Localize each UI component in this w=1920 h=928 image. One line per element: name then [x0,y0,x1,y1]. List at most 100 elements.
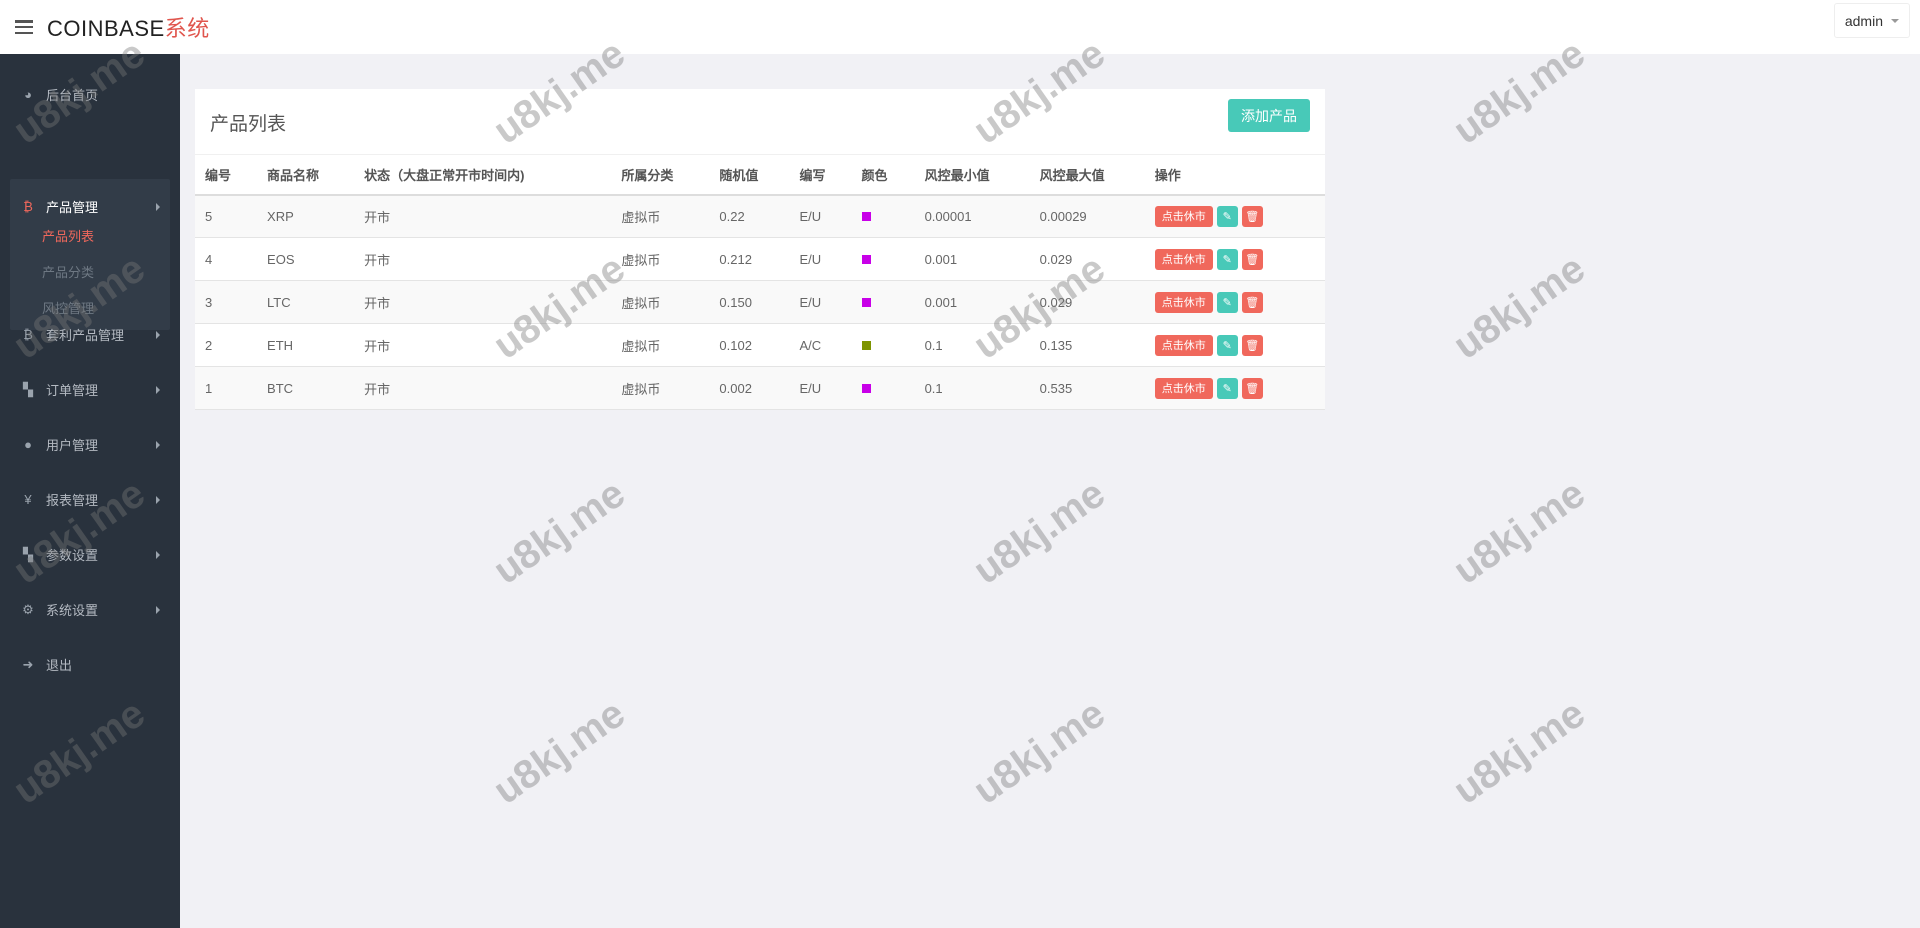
chevron-right-icon [156,385,160,394]
cell-actions: 点击休市 ✎ 🗑 [1144,280,1325,324]
column-header: 颜色 [851,154,915,196]
cell-status: 开市 [354,194,612,238]
sidebar-subitem[interactable]: 产品分类 [42,265,95,280]
nav-label: 参数设置 [46,548,99,563]
menu-toggle-icon[interactable] [15,20,33,34]
pencil-icon: ✎ [1222,382,1232,395]
cell-category: 虚拟币 [611,237,710,281]
cell-name: ETH [257,323,355,367]
table-row: 1 BTC 开市 虚拟币 0.002 E/U 0.1 0.535 点击休市 ✎ 🗑 [195,366,1325,410]
sidebar-item-product-management[interactable]: ₿ 产品管理 [0,179,180,234]
delete-button[interactable]: 🗑 [1241,205,1263,227]
cell-random: 0.150 [709,280,790,324]
table-row: 3 LTC 开市 虚拟币 0.150 E/U 0.001 0.029 点击休市 ✎ 🗑 [195,280,1325,324]
cell-name: LTC [257,280,355,324]
column-header: 随机值 [709,154,790,196]
cell-id: 5 [195,194,258,238]
cogs-icon: ⚙ [22,601,34,617]
sign-out-icon: ➜ [22,656,34,672]
watermark: u8kj.me [1445,471,1593,593]
close-market-button[interactable]: 点击休市 [1154,205,1213,227]
user-name: admin [1844,12,1883,29]
sidebar-item[interactable]: ◕ 后台首页 [0,67,180,122]
cell-color [851,280,915,324]
close-market-button[interactable]: 点击休市 [1154,334,1213,356]
cell-name: EOS [257,237,355,281]
close-market-button[interactable]: 点击休市 [1154,291,1213,313]
sidebar-item[interactable]: ▚ 订单管理 [0,362,180,417]
cell-color [851,194,915,238]
chevron-right-icon [156,550,160,559]
edit-button[interactable]: ✎ [1216,291,1238,313]
sidebar-item[interactable]: ● 用户管理 [0,417,180,472]
copy-icon: ▚ [23,381,33,397]
nav-label: 套利产品管理 [46,328,125,343]
cell-status: 开市 [354,237,612,281]
cell-actions: 点击休市 ✎ 🗑 [1144,194,1325,238]
delete-button[interactable]: 🗑 [1241,248,1263,270]
product-table: 编号 商品名称 状态（大盘正常开市时间内) 所属分类 随机值 编写 颜色 风控最小值 风控最大值… [195,154,1325,410]
cell-id: 3 [195,280,258,324]
pencil-icon: ✎ [1222,296,1232,309]
column-header: 状态（大盘正常开市时间内) [354,154,612,196]
nav-label: 用户管理 [46,438,99,453]
close-market-button[interactable]: 点击休市 [1154,248,1213,270]
column-header: 风控最小值 [914,154,1030,196]
edit-button[interactable]: ✎ [1216,205,1238,227]
watermark: u8kj.me [1445,246,1593,368]
sidebar-item[interactable]: ₿ 套利产品管理 [0,307,180,362]
nav-label: 后台首页 [46,88,99,103]
cell-status: 开市 [354,280,612,324]
trash-icon: 🗑 [1245,296,1260,309]
cell-min: 0.1 [914,323,1030,367]
nav-label: 订单管理 [46,383,99,398]
cell-color [851,366,915,410]
cell-code: A/C [789,323,852,367]
cell-random: 0.002 [709,366,790,410]
cell-code: E/U [789,237,852,281]
watermark: u8kj.me [1445,691,1593,813]
trash-icon: 🗑 [1245,339,1260,352]
cell-id: 4 [195,237,258,281]
close-market-button[interactable]: 点击休市 [1154,377,1213,399]
color-swatch [861,340,871,350]
cell-status: 开市 [354,323,612,367]
edit-button[interactable]: ✎ [1216,334,1238,356]
color-swatch [861,383,871,393]
chevron-right-icon [156,605,160,614]
edit-button[interactable]: ✎ [1216,248,1238,270]
cell-actions: 点击休市 ✎ 🗑 [1144,323,1325,367]
table-row: 5 XRP 开市 虚拟币 0.22 E/U 0.00001 0.00029 点击休市 ✎ 🗑 [195,194,1325,238]
edit-button[interactable]: ✎ [1216,377,1238,399]
chevron-right-icon [156,330,160,339]
column-header: 商品名称 [257,154,355,196]
cell-max: 0.535 [1029,366,1145,410]
sidebar-item[interactable]: ⚙ 系统设置 [0,582,180,637]
cell-max: 0.029 [1029,280,1145,324]
user-dropdown[interactable]: admin [1833,3,1910,38]
caret-down-icon [1891,18,1899,23]
chevron-right-icon [156,495,160,504]
delete-button[interactable]: 🗑 [1241,377,1263,399]
color-swatch [861,254,871,264]
cell-min: 0.00001 [914,194,1030,238]
cell-random: 0.212 [709,237,790,281]
cell-name: XRP [257,194,355,238]
color-swatch [861,211,871,221]
nav-label: 系统设置 [46,603,99,618]
trash-icon: 🗑 [1245,253,1260,266]
sidebar-subitem[interactable]: 风控管理 [42,301,95,316]
nav-label: 报表管理 [46,493,99,508]
add-product-button[interactable]: 添加产品 [1228,99,1310,132]
sidebar-item[interactable]: ➜ 退出 [0,637,180,692]
delete-button[interactable]: 🗑 [1241,334,1263,356]
sidebar-subitem[interactable]: 产品列表 [42,229,95,244]
sidebar-item[interactable]: ▚ 参数设置 [0,527,180,582]
cell-code: E/U [789,366,852,410]
chevron-right-icon [156,202,160,211]
delete-button[interactable]: 🗑 [1241,291,1263,313]
product-list-panel: 产品列表 添加产品 编号 商品名称 状态（大盘正常开市时间内) 所属分类 随机值 编写 颜色… [195,89,1325,410]
watermark: u8kj.me [965,691,1113,813]
sidebar-item[interactable]: ¥ 报表管理 [0,472,180,527]
cell-category: 虚拟币 [611,323,710,367]
